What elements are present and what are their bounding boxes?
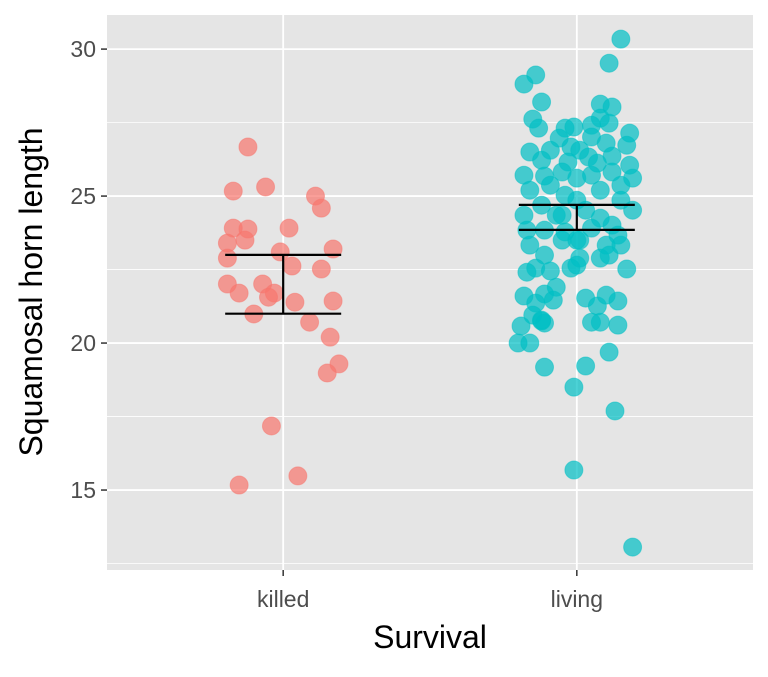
x-axis-title: Survival — [373, 619, 487, 655]
data-point-living — [570, 230, 590, 250]
data-point-living — [599, 113, 619, 133]
data-point-living — [599, 245, 619, 265]
y-tick-label: 25 — [70, 183, 96, 209]
data-point-living — [567, 255, 587, 275]
data-point-killed — [229, 475, 249, 495]
data-point-killed — [311, 198, 331, 218]
data-point-living — [564, 117, 584, 137]
data-point-killed — [270, 242, 290, 262]
data-point-living — [529, 118, 549, 138]
data-point-living — [582, 165, 601, 185]
data-point-living — [535, 357, 555, 377]
data-point-killed — [223, 181, 243, 201]
data-point-killed — [217, 248, 237, 268]
data-point-living — [617, 259, 637, 279]
data-point-killed — [285, 292, 305, 312]
data-point-living — [520, 333, 540, 353]
data-point-living — [623, 537, 643, 557]
data-point-killed — [229, 283, 249, 303]
data-point-living — [540, 175, 560, 195]
data-point-killed — [256, 177, 276, 197]
y-tick-label: 20 — [70, 330, 96, 356]
data-point-killed — [235, 230, 255, 250]
data-point-killed — [238, 137, 258, 157]
x-tick-label: living — [551, 586, 603, 612]
x-tick-label: killed — [257, 586, 309, 612]
data-point-living — [582, 218, 601, 238]
data-point-living — [590, 180, 610, 200]
data-point-killed — [317, 363, 337, 383]
error-bars — [225, 203, 635, 315]
data-point-living — [564, 460, 584, 480]
data-point-living — [576, 356, 596, 376]
y-tick-label: 15 — [70, 477, 96, 503]
data-point-living — [611, 29, 631, 49]
data-point-living — [582, 312, 601, 332]
data-point-living — [520, 180, 540, 200]
data-point-living — [532, 310, 552, 330]
data-point-killed — [288, 466, 308, 486]
data-point-killed — [323, 239, 343, 259]
data-point-killed — [261, 416, 281, 436]
data-point-living — [532, 150, 552, 170]
data-point-killed — [311, 259, 331, 279]
y-axis: 15 20 25 30 — [70, 36, 107, 503]
data-point-living — [602, 162, 622, 182]
y-tick-label: 30 — [70, 36, 96, 62]
data-point-living — [599, 53, 619, 73]
data-point-living — [564, 377, 584, 397]
data-point-living — [511, 316, 531, 336]
data-point-living — [540, 261, 560, 281]
data-point-killed — [320, 327, 340, 347]
y-axis-title: Squamosal horn length — [13, 127, 49, 456]
data-point-living — [543, 290, 563, 310]
data-point-killed — [323, 291, 343, 311]
data-point-living — [599, 342, 619, 362]
data-point-killed — [279, 218, 299, 238]
data-point-killed — [259, 287, 278, 307]
data-point-living — [608, 315, 628, 335]
data-point-living — [617, 135, 637, 155]
data-point-living — [552, 205, 572, 225]
data-point-living — [520, 235, 540, 255]
panel-background — [107, 15, 753, 570]
data-point-killed — [300, 312, 320, 332]
data-point-killed — [282, 256, 302, 276]
data-point-living — [514, 74, 534, 94]
data-point-living — [605, 401, 625, 421]
data-point-living — [532, 92, 552, 112]
data-point-living — [517, 262, 537, 282]
x-axis: killed living — [257, 570, 603, 612]
data-point-living — [596, 285, 616, 305]
